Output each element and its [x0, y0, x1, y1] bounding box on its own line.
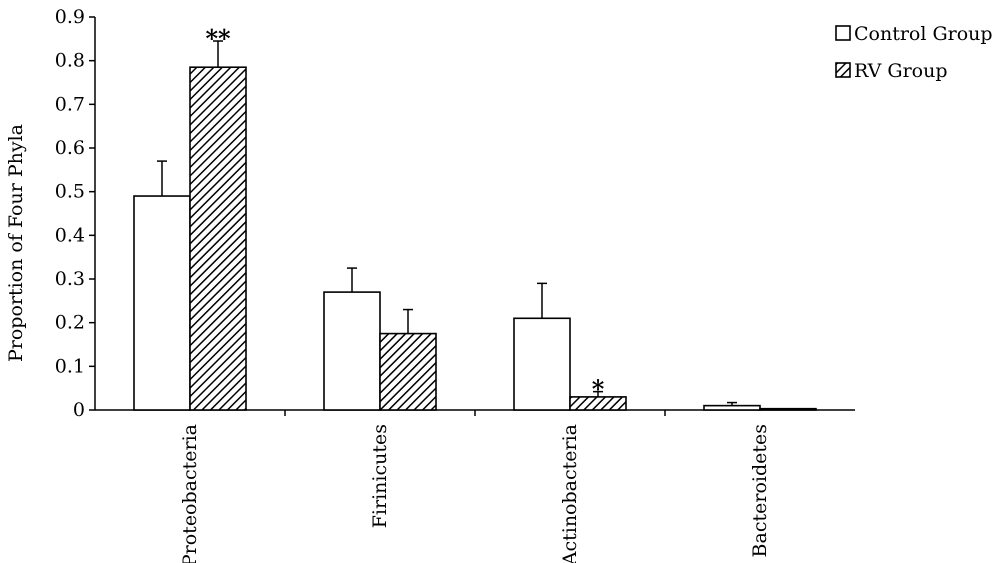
y-tick-label: 0.9: [55, 6, 85, 28]
legend-swatch-control: [835, 25, 851, 41]
legend-swatch-rv: [835, 62, 851, 78]
legend-label-rv: RV Group: [854, 60, 948, 82]
legend-label-control: Control Group: [854, 23, 993, 45]
plot-area: 0 0.1 0.2 0.3 0.4 0.5 0.6 0.7 0.8 0.9 ** Proteobact…: [55, 6, 855, 563]
y-tick-label: 0.6: [55, 137, 85, 159]
x-category-label: Actinobacteria: [559, 424, 581, 563]
y-tick-label: 0.8: [55, 50, 85, 72]
chart-legend: Control Group RV Group: [835, 23, 993, 82]
x-category-label: Firinicutes: [369, 424, 391, 528]
bar-rv-group: [189, 66, 247, 411]
x-category-label: Proteobacteria: [179, 424, 201, 563]
significance-marker: **: [205, 24, 231, 53]
y-tick-label: 0.7: [55, 93, 85, 115]
bar-rv-group: [759, 407, 817, 411]
x-category-label: Bacteroidetes: [749, 424, 771, 557]
bar-rv-group: [379, 332, 437, 411]
bar-control-group: [133, 195, 191, 411]
y-tick-label: 0.5: [55, 181, 85, 203]
y-tick-label: 0.2: [55, 312, 85, 334]
bar-control-group: [323, 291, 381, 411]
legend-item-control: Control Group: [835, 23, 993, 45]
y-tick-label: 0: [73, 399, 85, 421]
y-tick-label: 0.4: [55, 224, 85, 246]
y-tick-label: 0.1: [55, 355, 85, 377]
bar-control-group: [513, 317, 571, 411]
legend-item-rv: RV Group: [835, 60, 948, 82]
y-axis-label: Proportion of Four Phyla: [5, 124, 27, 362]
y-tick-label: 0.3: [55, 268, 85, 290]
bar-control-group: [703, 404, 761, 411]
significance-marker: *: [592, 375, 605, 404]
